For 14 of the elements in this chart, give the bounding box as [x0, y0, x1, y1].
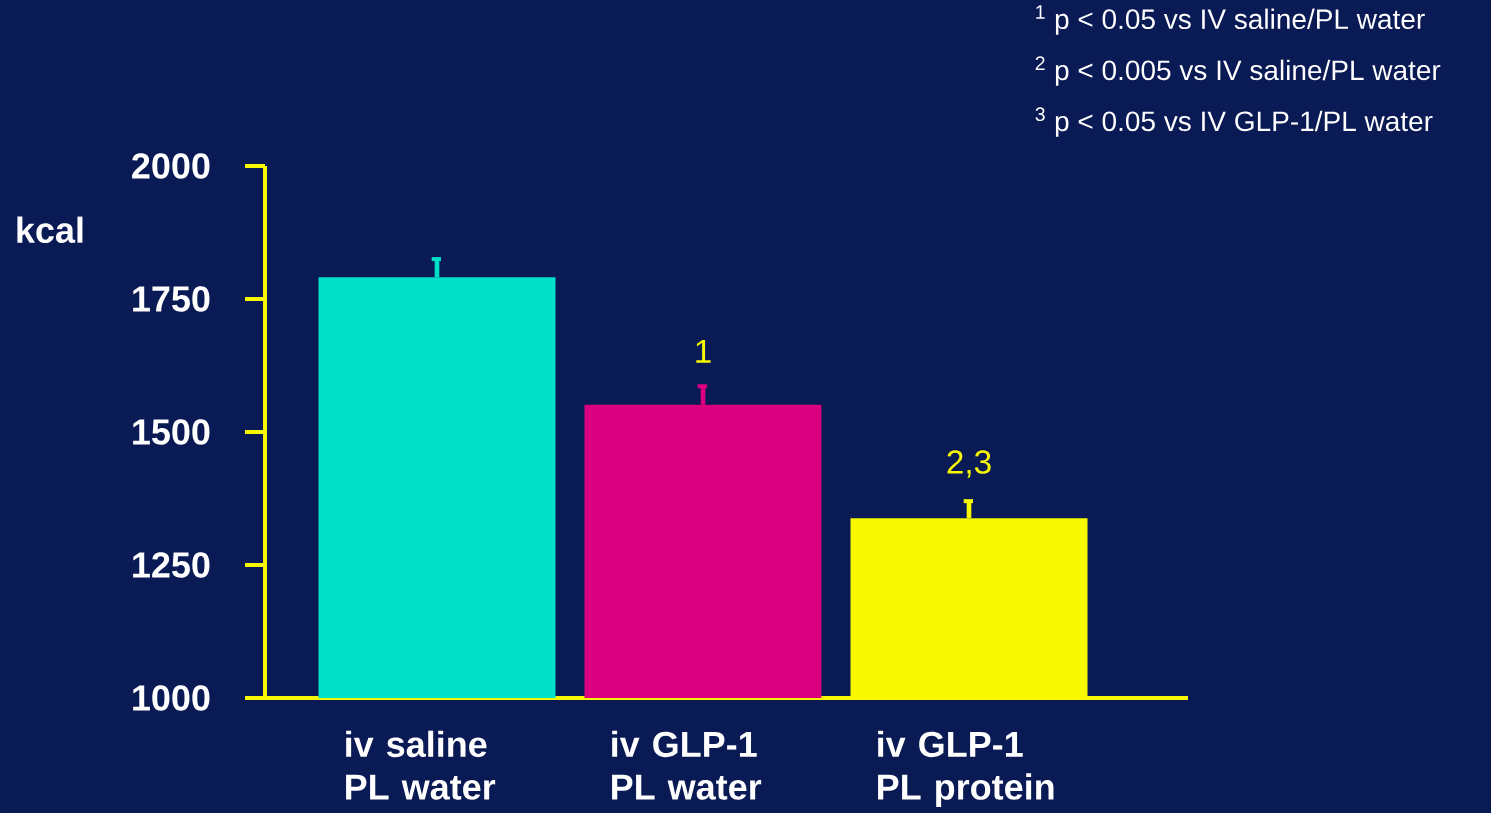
text: $^{1}$ p < 0.05 vs IV saline/PL water: [1036, 5, 1425, 35]
x-tick-label: iv GLP-1 PL protein: [878, 730, 1054, 807]
y-tick-label: 1250: [133, 552, 210, 578]
text: $^{3}$ p < 0.05 vs IV GLP-1/PL water: [1035, 107, 1433, 137]
x-tick-label: iv saline PL water: [346, 730, 496, 800]
y-tick-label: 1750: [133, 286, 210, 312]
y-tick-label: 1000: [133, 685, 210, 711]
x-tick-label: iv GLP-1 PL water: [612, 730, 762, 800]
text: $^{2}$ p < 0.005 vs IV saline/PL water: [1035, 56, 1441, 86]
y-tick-label: 2000: [132, 153, 210, 179]
annotation: 1: [696, 339, 711, 363]
y-axis-title: kcal: [17, 216, 83, 244]
y-tick-label: 1500: [133, 419, 210, 445]
annotation: 2,3: [947, 450, 991, 478]
